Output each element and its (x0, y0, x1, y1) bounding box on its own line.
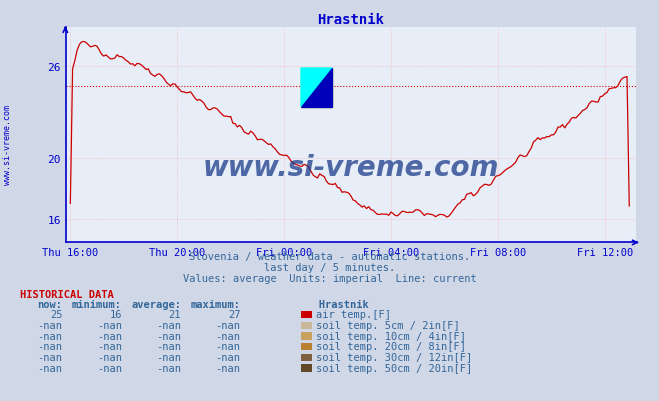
Text: -nan: -nan (215, 331, 241, 341)
Text: now:: now: (38, 300, 63, 310)
Polygon shape (301, 69, 332, 107)
Text: -nan: -nan (156, 320, 181, 330)
Text: soil temp. 10cm / 4in[F]: soil temp. 10cm / 4in[F] (316, 331, 466, 341)
Text: -nan: -nan (97, 352, 122, 362)
Text: -nan: -nan (215, 363, 241, 373)
Text: 21: 21 (169, 310, 181, 320)
Polygon shape (301, 69, 332, 107)
Text: -nan: -nan (156, 363, 181, 373)
Text: -nan: -nan (97, 320, 122, 330)
Text: HISTORICAL DATA: HISTORICAL DATA (20, 290, 113, 300)
Text: -nan: -nan (156, 352, 181, 362)
Text: Values: average  Units: imperial  Line: current: Values: average Units: imperial Line: cu… (183, 273, 476, 284)
Text: 27: 27 (228, 310, 241, 320)
Text: soil temp. 30cm / 12in[F]: soil temp. 30cm / 12in[F] (316, 352, 472, 362)
Text: -nan: -nan (38, 331, 63, 341)
Text: -nan: -nan (38, 352, 63, 362)
Text: soil temp. 5cm / 2in[F]: soil temp. 5cm / 2in[F] (316, 320, 459, 330)
Text: www.si-vreme.com: www.si-vreme.com (203, 154, 499, 182)
Text: Slovenia / weather data - automatic stations.: Slovenia / weather data - automatic stat… (189, 252, 470, 262)
Text: -nan: -nan (97, 331, 122, 341)
Text: www.si-vreme.com: www.si-vreme.com (3, 104, 13, 184)
Text: -nan: -nan (215, 352, 241, 362)
Text: -nan: -nan (97, 363, 122, 373)
Text: -nan: -nan (38, 320, 63, 330)
Text: -nan: -nan (215, 341, 241, 351)
Text: -nan: -nan (215, 320, 241, 330)
Text: Hrastnik: Hrastnik (300, 300, 368, 310)
Text: -nan: -nan (97, 341, 122, 351)
Text: 16: 16 (109, 310, 122, 320)
Text: maximum:: maximum: (190, 300, 241, 310)
Text: -nan: -nan (38, 341, 63, 351)
Text: air temp.[F]: air temp.[F] (316, 310, 391, 320)
Text: minimum:: minimum: (72, 300, 122, 310)
Text: soil temp. 20cm / 8in[F]: soil temp. 20cm / 8in[F] (316, 341, 466, 351)
Text: -nan: -nan (38, 363, 63, 373)
Text: soil temp. 50cm / 20in[F]: soil temp. 50cm / 20in[F] (316, 363, 472, 373)
Text: -nan: -nan (156, 341, 181, 351)
Text: last day / 5 minutes.: last day / 5 minutes. (264, 263, 395, 273)
Text: 25: 25 (50, 310, 63, 320)
Title: Hrastnik: Hrastnik (318, 13, 384, 27)
Bar (301, 69, 332, 107)
Text: -nan: -nan (156, 331, 181, 341)
Text: average:: average: (131, 300, 181, 310)
